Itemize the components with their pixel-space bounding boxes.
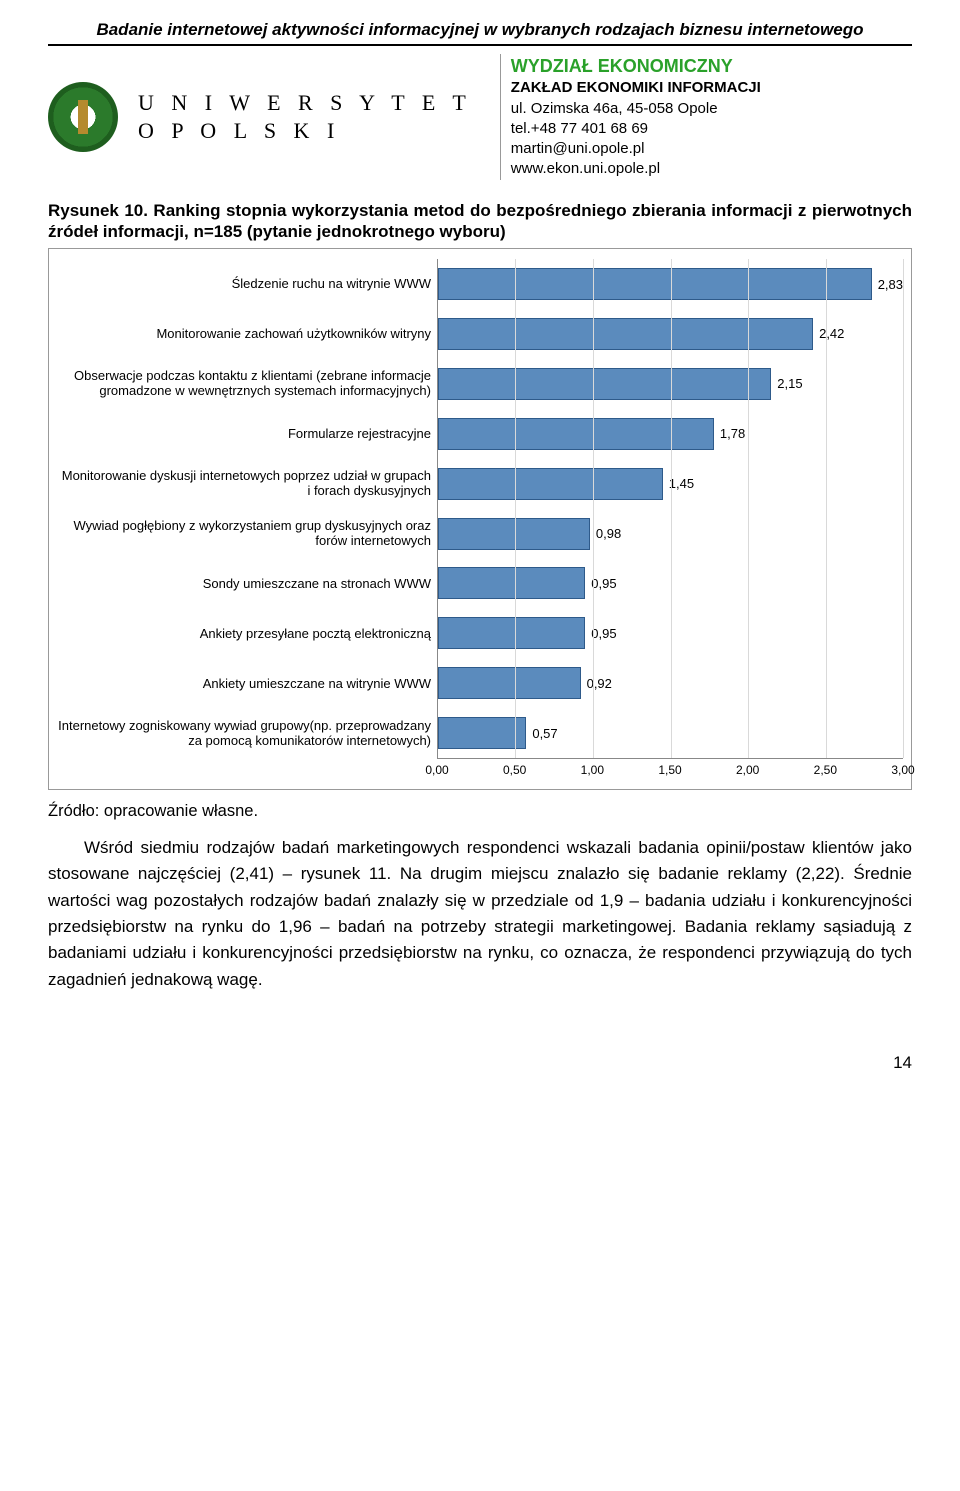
category-label: Ankiety przesyłane pocztą elektroniczną <box>57 609 437 659</box>
university-logo <box>48 82 118 152</box>
x-tick-label: 0,50 <box>503 763 526 777</box>
y-axis-labels: Śledzenie ruchu na witrynie WWWMonitorow… <box>57 259 437 783</box>
university-name-line1: U N I W E R S Y T E T <box>138 89 472 117</box>
institution-block: U N I W E R S Y T E T O P O L S K I WYDZ… <box>48 54 912 180</box>
bar <box>438 418 714 450</box>
x-tick-label: 2,00 <box>736 763 759 777</box>
category-label: Wywiad pogłębiony z wykorzystaniem grup … <box>57 509 437 559</box>
category-label: Śledzenie ruchu na witrynie WWW <box>57 259 437 309</box>
bar <box>438 268 872 300</box>
grid-line <box>515 259 516 758</box>
bar-value-label: 1,78 <box>720 426 745 441</box>
bar-value-label: 0,92 <box>587 676 612 691</box>
bar-value-label: 2,15 <box>777 376 802 391</box>
grid-line <box>903 259 904 758</box>
grid-line <box>671 259 672 758</box>
bar <box>438 667 581 699</box>
category-label: Obserwacje podczas kontaktu z klientami … <box>57 359 437 409</box>
category-label: Formularze rejestracyjne <box>57 409 437 459</box>
x-tick-label: 3,00 <box>891 763 914 777</box>
grid-line <box>593 259 594 758</box>
department-sub: ZAKŁAD EKONOMIKI INFORMACJI <box>511 78 761 98</box>
bar <box>438 617 585 649</box>
bar <box>438 318 813 350</box>
plot-area: 2,83 2,42 2,15 1,78 1,45 0,98 0,95 0,95 0,92 0,57 <box>437 259 903 759</box>
category-label: Sondy umieszczane na stronach WWW <box>57 559 437 609</box>
department-block: WYDZIAŁ EKONOMICZNY ZAKŁAD EKONOMIKI INF… <box>500 54 761 180</box>
bar-value-label: 2,42 <box>819 326 844 341</box>
x-tick-label: 2,50 <box>814 763 837 777</box>
ranking-chart: Śledzenie ruchu na witrynie WWWMonitorow… <box>57 259 903 783</box>
bar <box>438 368 771 400</box>
grid-line <box>748 259 749 758</box>
x-tick-label: 1,00 <box>581 763 604 777</box>
address-line: tel.+48 77 401 68 69 <box>511 119 761 139</box>
address-line: ul. Ozimska 46a, 45-058 Opole <box>511 99 761 119</box>
chart-container: Śledzenie ruchu na witrynie WWWMonitorow… <box>48 248 912 790</box>
university-name: U N I W E R S Y T E T O P O L S K I <box>138 89 472 144</box>
x-tick-label: 0,00 <box>425 763 448 777</box>
bar <box>438 567 585 599</box>
bar <box>438 518 590 550</box>
bar-value-label: 0,95 <box>591 576 616 591</box>
running-header: Badanie internetowej aktywności informac… <box>48 20 912 46</box>
figure-caption: Rysunek 10. Ranking stopnia wykorzystani… <box>48 200 912 243</box>
bar <box>438 468 663 500</box>
x-axis: 0,000,501,001,502,002,503,00 <box>437 761 903 783</box>
department-title: WYDZIAŁ EKONOMICZNY <box>511 54 761 78</box>
address-line: martin@uni.opole.pl <box>511 139 761 159</box>
category-label: Monitorowanie dyskusji internetowych pop… <box>57 459 437 509</box>
bar-value-label: 2,83 <box>878 277 903 292</box>
page-number: 14 <box>48 1053 912 1073</box>
address-line: www.ekon.uni.opole.pl <box>511 159 761 179</box>
grid-line <box>826 259 827 758</box>
bar-value-label: 0,57 <box>532 726 557 741</box>
category-label: Monitorowanie zachowań użytkowników witr… <box>57 309 437 359</box>
bar-value-label: 0,98 <box>596 526 621 541</box>
university-name-line2: O P O L S K I <box>138 117 472 145</box>
source-line: Źródło: opracowanie własne. <box>48 802 912 821</box>
bar <box>438 717 526 749</box>
category-label: Ankiety umieszczane na witrynie WWW <box>57 659 437 709</box>
bar-value-label: 0,95 <box>591 626 616 641</box>
category-label: Internetowy zogniskowany wywiad grupowy(… <box>57 709 437 759</box>
x-tick-label: 1,50 <box>658 763 681 777</box>
body-paragraph: Wśród siedmiu rodzajów badań marketingow… <box>48 835 912 993</box>
bar-value-label: 1,45 <box>669 476 694 491</box>
